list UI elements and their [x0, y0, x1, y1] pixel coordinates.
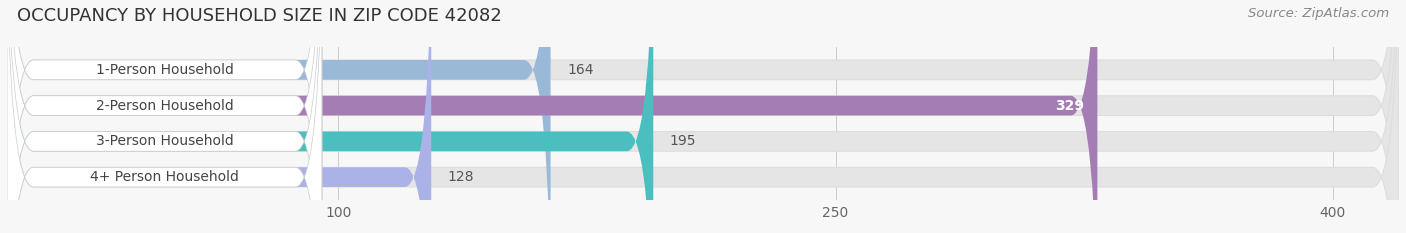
- Text: OCCUPANCY BY HOUSEHOLD SIZE IN ZIP CODE 42082: OCCUPANCY BY HOUSEHOLD SIZE IN ZIP CODE …: [17, 7, 502, 25]
- Text: 128: 128: [449, 170, 474, 184]
- FancyBboxPatch shape: [7, 0, 432, 233]
- FancyBboxPatch shape: [7, 0, 654, 233]
- FancyBboxPatch shape: [7, 0, 322, 233]
- Text: 2-Person Household: 2-Person Household: [96, 99, 233, 113]
- FancyBboxPatch shape: [7, 0, 322, 233]
- Text: 4+ Person Household: 4+ Person Household: [90, 170, 239, 184]
- Text: 164: 164: [567, 63, 593, 77]
- FancyBboxPatch shape: [7, 0, 1098, 233]
- Text: 195: 195: [669, 134, 696, 148]
- FancyBboxPatch shape: [7, 0, 551, 233]
- FancyBboxPatch shape: [7, 0, 1399, 233]
- FancyBboxPatch shape: [7, 0, 1399, 233]
- FancyBboxPatch shape: [7, 0, 322, 233]
- FancyBboxPatch shape: [7, 0, 1399, 233]
- FancyBboxPatch shape: [7, 0, 322, 233]
- Text: Source: ZipAtlas.com: Source: ZipAtlas.com: [1249, 7, 1389, 20]
- FancyBboxPatch shape: [7, 0, 1399, 233]
- Text: 329: 329: [1054, 99, 1084, 113]
- Text: 3-Person Household: 3-Person Household: [96, 134, 233, 148]
- Text: 1-Person Household: 1-Person Household: [96, 63, 233, 77]
